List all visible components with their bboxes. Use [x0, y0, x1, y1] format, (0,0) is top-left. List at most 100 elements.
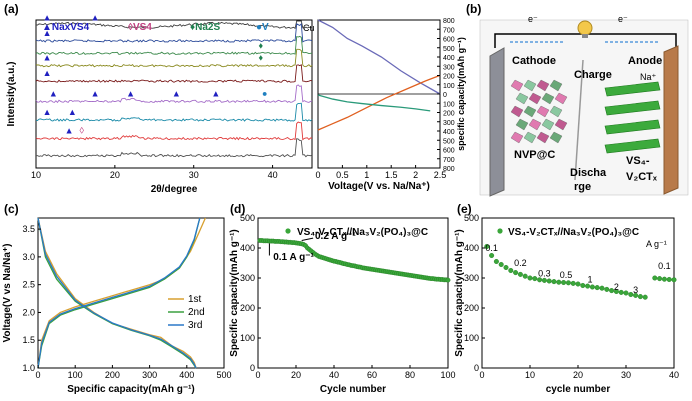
e-point-7: [517, 271, 523, 277]
d-ylabel: Specific capacity(mAh g⁻¹): [229, 229, 240, 357]
anode-material-label-1: VS₄-: [626, 155, 650, 167]
e-point-19: [575, 281, 581, 287]
xrd-legend-0: ▲NaxVS4: [42, 22, 90, 33]
d-xtick-label-4: 80: [405, 370, 415, 380]
d-ytick-label-2: 200: [240, 303, 255, 313]
e-point-0: [484, 243, 490, 249]
voltage-ytick-upper-label-0: 0: [443, 92, 447, 99]
crystal-polyhedron-7: [554, 92, 568, 105]
xrd-marker-8: ▲: [91, 88, 100, 98]
crystal-polyhedron-1: [523, 79, 537, 92]
c-curve-3rd-discharge: [37, 217, 197, 369]
e-legend-label: VS₄-V₂CTₓ//Na₃V₂(PO₄)₃@C: [508, 227, 639, 238]
xrd-ticks: 10 20 30 40: [31, 165, 278, 180]
xrd-xtick-label-3: 40: [268, 170, 278, 180]
voltage-ytick-lower-label-3: 300: [443, 120, 455, 127]
e-point-26: [609, 288, 615, 294]
crystal-polyhedron-6: [541, 92, 555, 105]
c-curve-2nd-charge: [37, 217, 201, 369]
d-xtick-label-2: 40: [329, 370, 339, 380]
panel-label-c: (c): [4, 202, 19, 216]
voltage-ytick-upper-label-4: 400: [443, 55, 455, 62]
e-xtick-label-1: 10: [525, 370, 535, 380]
lightbulb-icon: [577, 20, 593, 36]
voltage-ytick-upper-label-2: 200: [443, 74, 455, 81]
d-annotation-arrow-0: [301, 237, 314, 241]
d-annotations: 0.2 A g⁻¹0.1 A g⁻¹: [268, 231, 356, 263]
d-point-99: [445, 277, 451, 283]
e-point-38: [671, 277, 677, 283]
discharge-label-1: Discha: [570, 167, 607, 179]
c-curves: [37, 217, 206, 369]
na-ion-label: Na⁺: [640, 72, 657, 82]
e-xtick-label-2: 20: [573, 370, 583, 380]
voltage-ytick-lower-label-7: 700: [443, 157, 455, 164]
e-point-25: [604, 286, 610, 292]
e-rate-label-4: 1: [587, 275, 592, 285]
d-ytick-label-4: 400: [240, 243, 255, 253]
xrd-marker-1: ▲: [91, 12, 100, 22]
voltage-ytick-upper-label-5: 500: [443, 46, 455, 53]
e-unit-label: A g⁻¹: [646, 239, 667, 249]
voltage-ytick-lower-label-4: 400: [443, 129, 455, 136]
crystal-polyhedron-11: [549, 105, 563, 118]
panel-label-a: (a): [4, 2, 19, 16]
c-legend-label-0: 1st: [188, 294, 202, 305]
e-point-1: [489, 252, 495, 258]
voltage-curve-0: [317, 19, 441, 95]
discharge-label-2: rge: [574, 181, 591, 193]
e-ytick-label-3: 300: [464, 273, 479, 283]
e-ytick-label-0: 0: [474, 363, 479, 373]
separator-line: [574, 59, 584, 181]
e-point-28: [618, 289, 624, 295]
e-point-9: [527, 275, 533, 281]
xrd-curve-0: [36, 20, 313, 30]
voltage-xtick-label-4: 2: [413, 170, 418, 180]
e-legend: VS₄-V₂CTₓ//Na₃V₂(PO₄)₃@C: [497, 227, 639, 238]
xrd-marker-12: ▲: [43, 107, 52, 117]
c-ylabel: Voltage(V vs Na/Na⁺): [2, 243, 13, 342]
anode-sheet-3: [604, 138, 661, 154]
xrd-curve-7: [35, 121, 312, 141]
anode-label: Anode: [628, 55, 662, 67]
xrd-marker-9: ▲: [126, 88, 135, 98]
e-point-13: [546, 278, 552, 284]
e-xtick-label-4: 40: [669, 370, 679, 380]
xrd-panel: 10 20 30 40 ▲ ▲▲▲♦♦▲▲ ▲ ▲ ▲ ▲▲ ▲◊▲● ▲NaxVS4 ◊VS4 ♦N…: [6, 12, 315, 195]
d-ytick-label-1: 100: [240, 333, 255, 343]
voltage-ytick-lower-label-1: 100: [443, 101, 455, 108]
voltage-xtick-label-2: 1: [364, 170, 369, 180]
c-legend-label-1: 2nd: [188, 307, 205, 318]
e-xlabel: cycle number: [546, 384, 611, 395]
c-xtick-label-1: 100: [68, 370, 83, 380]
e-point-11: [537, 277, 543, 283]
crystal-polyhedron-18: [536, 131, 550, 144]
e-point-36: [661, 276, 667, 282]
voltage-xtick-label-1: 0.5: [336, 170, 349, 180]
e-rate-label-5: 2: [614, 282, 619, 292]
e-point-31: [633, 292, 639, 298]
e-xtick-label-0: 0: [479, 370, 484, 380]
electron-left-label: e⁻: [528, 14, 538, 24]
nvp-crystal-icon: [510, 79, 568, 144]
xrd-curve-2: [35, 35, 313, 55]
xrd-marker-15: ▲: [65, 126, 74, 136]
panel-label-b: (b): [466, 2, 481, 16]
voltage-xtick-label-0: 0: [315, 170, 320, 180]
e-point-20: [580, 283, 586, 289]
d-xtick-label-1: 20: [291, 370, 301, 380]
e-rate-labels: 0.1 0.2 0.3 0.5 1 2 3 0.1: [485, 243, 670, 295]
crystal-polyhedron-8: [510, 105, 524, 118]
xrd-legend: ▲NaxVS4 ◊VS4 ♦Na2S ●V: [42, 22, 269, 33]
c-ticks: 0 100 200 300 400 500 1.0 1.5 2.0 2.5 3.0 3.5: [22, 224, 231, 380]
c-xtick-label-5: 500: [216, 370, 231, 380]
d-legend: VS₄-V₂CTₓ//Na₃V₂(PO₄)₃@C: [285, 227, 428, 238]
cathode-plate: [489, 47, 505, 197]
voltage-ytick-upper-label-1: 100: [443, 83, 455, 90]
crystal-polyhedron-19: [549, 131, 563, 144]
xrd-curve-5: [35, 84, 313, 104]
d-ticks: 0 20 40 60 80 100 0 100 200 300 400 500: [240, 213, 456, 380]
